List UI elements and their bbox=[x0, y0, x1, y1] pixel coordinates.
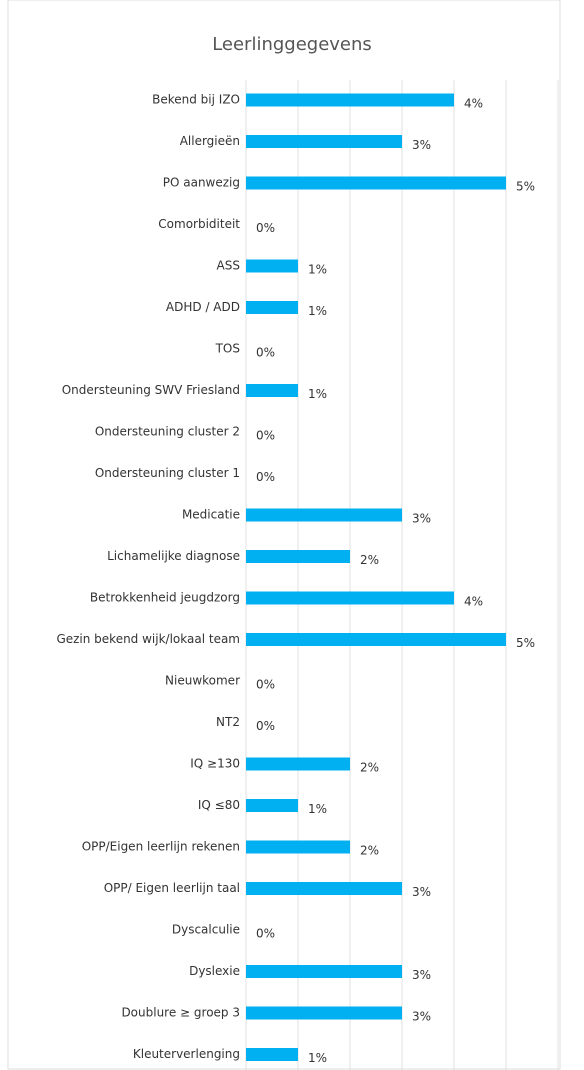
data-label: 2% bbox=[360, 553, 379, 567]
bar bbox=[246, 301, 298, 314]
bar bbox=[246, 965, 402, 978]
bar bbox=[246, 550, 350, 563]
y-tick-label: IQ ≥130 bbox=[190, 757, 240, 771]
bar bbox=[246, 591, 454, 605]
y-tick-label: ASS bbox=[217, 259, 240, 273]
y-tick-label: PO aanwezig bbox=[163, 176, 240, 190]
y-tick-label: ADHD / ADD bbox=[166, 300, 240, 314]
data-label: 0% bbox=[256, 346, 275, 360]
y-tick-label: Doublure ≥ groep 3 bbox=[121, 1006, 240, 1020]
bar bbox=[246, 93, 454, 107]
data-label: 1% bbox=[308, 263, 327, 277]
bar bbox=[246, 384, 298, 397]
y-tick-label: Gezin bekend wijk/lokaal team bbox=[56, 632, 240, 646]
data-label: 4% bbox=[464, 97, 483, 111]
data-label: 0% bbox=[256, 678, 275, 692]
bar bbox=[246, 135, 402, 148]
chart-frame bbox=[7, 0, 561, 1070]
chart-title: Leerlinggegevens bbox=[212, 34, 372, 55]
y-tick-label: Bekend bij IZO bbox=[152, 93, 240, 107]
bar bbox=[246, 176, 506, 190]
y-tick-label: NT2 bbox=[216, 715, 240, 729]
bar bbox=[246, 799, 298, 812]
y-tick-label: Kleuterverlenging bbox=[133, 1047, 240, 1061]
y-tick-label: TOS bbox=[215, 342, 240, 356]
y-tick-label: IQ ≤80 bbox=[198, 798, 240, 812]
y-tick-label: Betrokkenheid jeugdzorg bbox=[90, 591, 240, 605]
y-tick-label: Medicatie bbox=[182, 508, 240, 522]
bar bbox=[246, 259, 298, 273]
bar bbox=[246, 633, 506, 646]
data-label: 1% bbox=[308, 304, 327, 318]
bar bbox=[246, 1048, 298, 1061]
y-tick-label: Nieuwkomer bbox=[165, 674, 240, 688]
y-tick-label: OPP/ Eigen leerlijn taal bbox=[104, 881, 240, 895]
y-tick-label: Lichamelijke diagnose bbox=[107, 549, 240, 563]
bar bbox=[246, 1006, 402, 1020]
data-label: 4% bbox=[464, 595, 483, 609]
data-label: 5% bbox=[516, 180, 535, 194]
data-label: 2% bbox=[360, 844, 379, 858]
bar bbox=[246, 757, 350, 771]
data-label: 2% bbox=[360, 761, 379, 775]
data-label: 0% bbox=[256, 221, 275, 235]
y-tick-label: Ondersteuning cluster 1 bbox=[95, 466, 240, 480]
bar bbox=[246, 840, 350, 854]
y-tick-label: Dyslexie bbox=[189, 964, 240, 978]
data-label: 1% bbox=[308, 1051, 327, 1065]
data-label: 0% bbox=[256, 927, 275, 941]
y-tick-label: OPP/Eigen leerlijn rekenen bbox=[82, 840, 240, 854]
y-tick-label: Ondersteuning SWV Friesland bbox=[62, 383, 240, 397]
data-label: 3% bbox=[412, 1010, 431, 1024]
data-label: 3% bbox=[412, 138, 431, 152]
y-tick-label: Allergieën bbox=[180, 134, 240, 148]
data-label: 1% bbox=[308, 802, 327, 816]
data-label: 1% bbox=[308, 387, 327, 401]
y-tick-label: Dyscalculie bbox=[172, 923, 240, 937]
data-label: 0% bbox=[256, 470, 275, 484]
y-tick-label: Ondersteuning cluster 2 bbox=[95, 425, 240, 439]
bar bbox=[246, 882, 402, 895]
data-label: 3% bbox=[412, 968, 431, 982]
bar bbox=[246, 508, 402, 522]
data-label: 0% bbox=[256, 429, 275, 443]
y-tick-label: Comorbiditeit bbox=[158, 217, 240, 231]
data-label: 5% bbox=[516, 636, 535, 650]
data-label: 3% bbox=[412, 512, 431, 526]
data-label: 0% bbox=[256, 719, 275, 733]
data-label: 3% bbox=[412, 885, 431, 899]
